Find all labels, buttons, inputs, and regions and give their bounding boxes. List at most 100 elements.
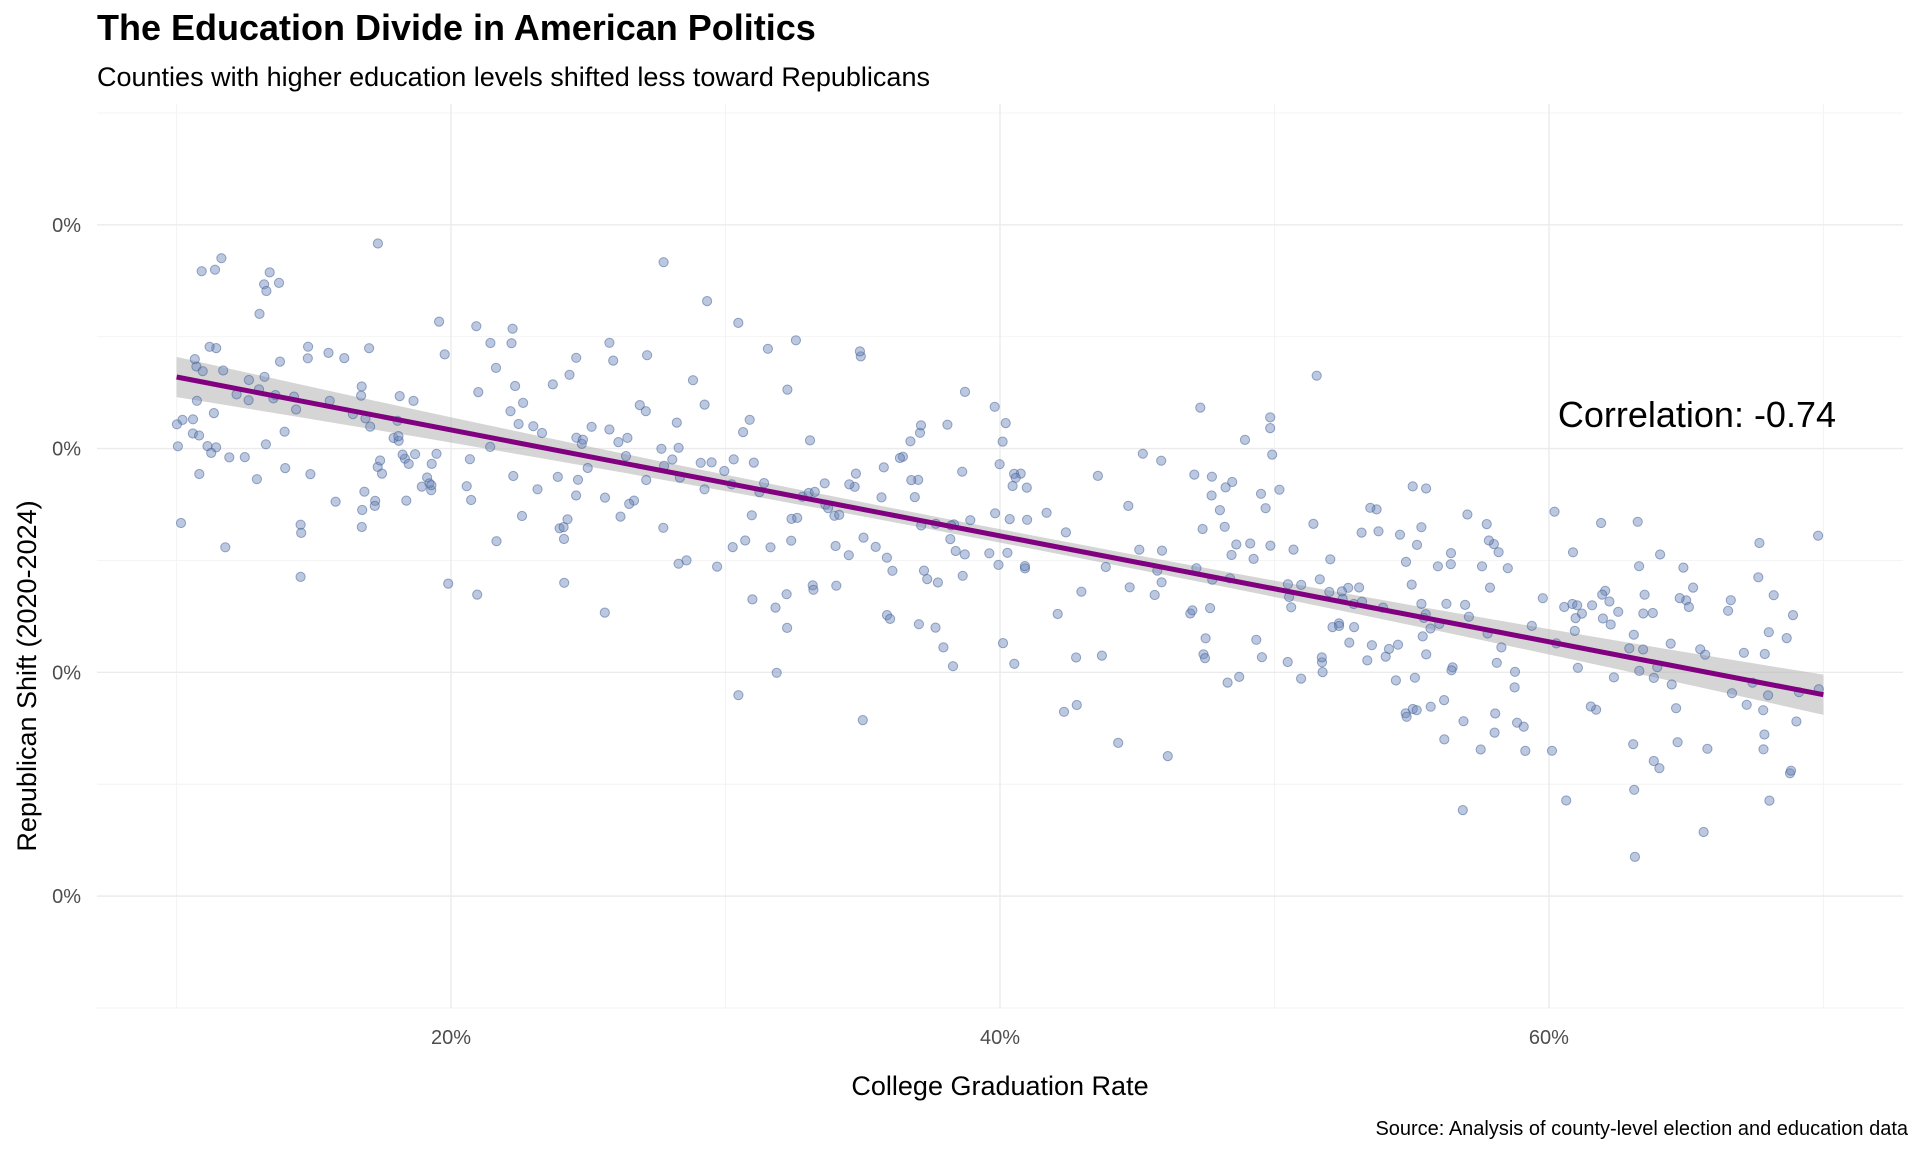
data-point: [620, 451, 632, 462]
data-point: [208, 408, 219, 419]
data-point: [894, 452, 906, 464]
data-point: [997, 638, 1009, 649]
data-point: [1206, 471, 1218, 482]
data-point: [984, 548, 995, 559]
data-point: [323, 347, 334, 358]
data-point: [431, 448, 442, 459]
data-point: [330, 496, 341, 507]
data-point: [1628, 629, 1639, 640]
data-point: [1409, 672, 1421, 683]
data-point: [1349, 622, 1360, 633]
data-point: [1226, 549, 1237, 561]
data-point: [518, 397, 529, 408]
data-point: [1759, 648, 1770, 660]
data-point: [280, 463, 291, 474]
data-point: [1314, 574, 1325, 585]
data-point: [965, 515, 976, 526]
data-point: [792, 512, 803, 524]
data-point: [1491, 657, 1502, 668]
data-point: [302, 353, 313, 364]
data-point: [401, 495, 412, 506]
data-point: [547, 379, 558, 390]
data-point: [831, 580, 842, 591]
data-point: [876, 492, 887, 503]
data-point: [1671, 703, 1682, 714]
data-point: [1231, 539, 1242, 550]
data-point: [1265, 540, 1276, 551]
data-point: [1282, 579, 1294, 590]
data-point: [1655, 549, 1666, 560]
data-point: [854, 346, 866, 357]
data-point: [1071, 699, 1082, 711]
gridlines: [97, 104, 1903, 1009]
data-point: [1004, 514, 1015, 525]
data-point: [364, 343, 375, 354]
data-point: [471, 321, 482, 332]
data-point: [712, 561, 723, 572]
y-tick-label: 0%: [52, 215, 81, 237]
data-point: [599, 492, 611, 503]
data-point: [1371, 504, 1382, 515]
data-point: [393, 431, 404, 442]
data-point: [1439, 695, 1450, 706]
data-point: [1362, 655, 1373, 666]
data-point: [1325, 554, 1336, 565]
scatter-points: [171, 238, 1824, 863]
data-point: [1394, 529, 1406, 540]
data-point: [239, 452, 250, 463]
data-point: [1632, 516, 1643, 527]
data-point: [1475, 744, 1486, 755]
data-point: [1638, 644, 1649, 655]
data-point: [1336, 586, 1348, 597]
data-point: [1401, 711, 1412, 722]
data-point: [1462, 509, 1473, 520]
data-point: [1763, 627, 1774, 638]
data-point: [1604, 596, 1615, 607]
data-point: [599, 607, 610, 618]
data-point: [485, 441, 496, 452]
data-point: [1526, 620, 1537, 632]
data-point: [1205, 603, 1216, 614]
data-point: [945, 534, 956, 545]
data-point: [1058, 706, 1070, 717]
data-point: [786, 535, 797, 546]
chart-title: The Education Divide in American Politic…: [97, 7, 816, 48]
data-point: [918, 565, 930, 576]
data-point: [728, 454, 739, 465]
data-point: [1222, 677, 1233, 688]
data-point: [1149, 589, 1160, 601]
data-point: [1286, 602, 1297, 613]
data-point: [408, 395, 419, 406]
data-point: [1683, 601, 1695, 613]
data-point: [206, 447, 217, 458]
data-point: [1725, 595, 1736, 606]
data-point: [369, 500, 380, 511]
data-point: [359, 486, 370, 497]
data-point: [1587, 600, 1598, 611]
data-point: [1096, 650, 1108, 661]
data-point: [1000, 418, 1011, 429]
data-point: [171, 419, 182, 430]
data-point: [1308, 518, 1319, 530]
data-point: [1416, 598, 1427, 610]
data-point: [473, 387, 484, 398]
data-point: [218, 365, 229, 376]
data-point: [993, 559, 1004, 571]
data-point: [1425, 701, 1436, 712]
data-point: [251, 474, 262, 485]
data-point: [426, 480, 437, 491]
data-point: [850, 468, 862, 479]
data-point: [187, 414, 199, 425]
data-point: [733, 690, 744, 701]
data-point: [790, 335, 802, 346]
data-point: [1634, 561, 1645, 572]
data-point: [303, 341, 314, 352]
data-point: [1813, 530, 1824, 541]
data-point: [339, 353, 350, 364]
data-point: [443, 578, 454, 589]
data-point: [1267, 449, 1278, 460]
data-point: [1509, 666, 1521, 677]
data-point: [1234, 671, 1245, 683]
data-point: [536, 427, 548, 439]
data-point: [1282, 656, 1293, 668]
